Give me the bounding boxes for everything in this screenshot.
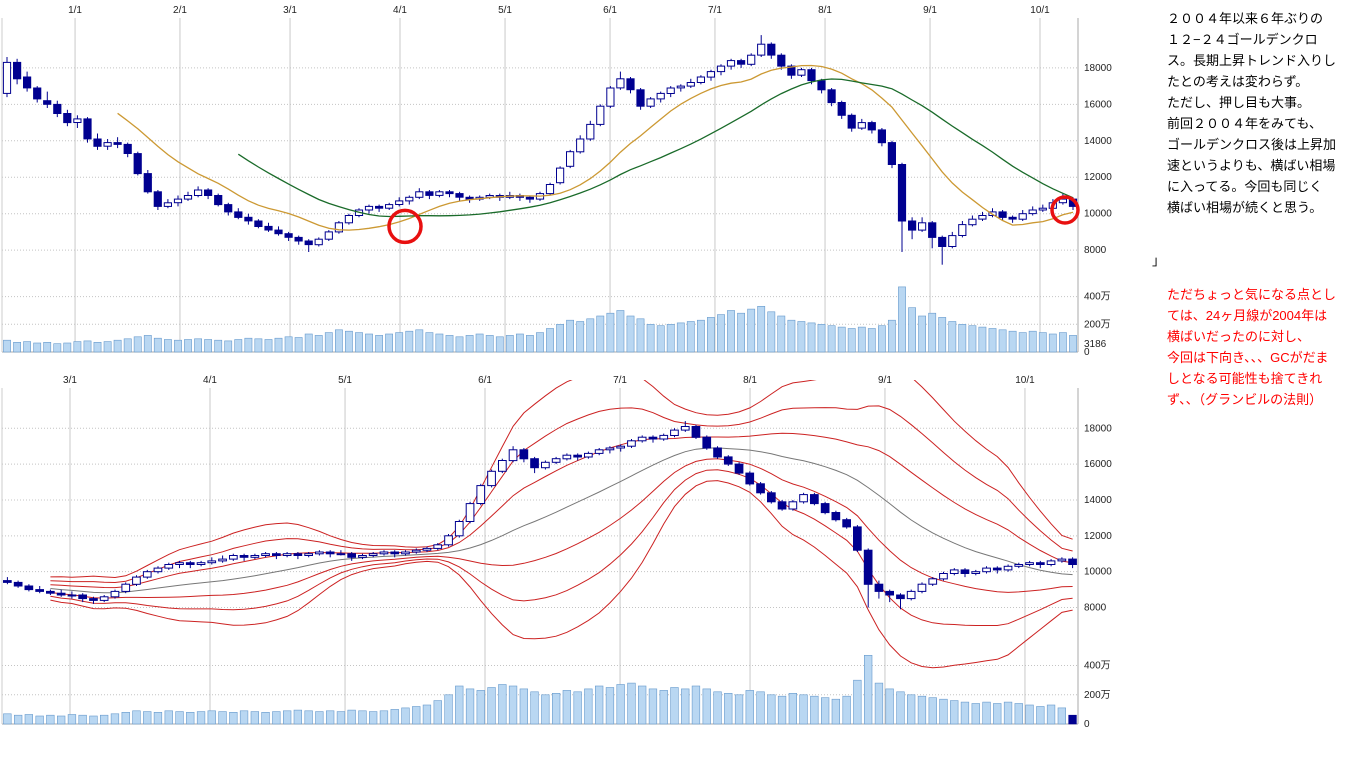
y-axis-label: 12000: [1084, 172, 1112, 183]
volume-axis-label: 0: [1084, 347, 1090, 358]
grid: 3/1 4/1 5/1 6/1 7/1 8/1 9/1 10/1 18000 16000 14000…: [1, 375, 1112, 730]
x-axis-label: 3/1: [63, 375, 77, 386]
candlestick-chart-with-bollinger-bands: 3/1 4/1 5/1 6/1 7/1 8/1 9/1 10/1 18000 16000 14000…: [0, 372, 1160, 732]
text-line: ２００４年以来６年ぶりの: [1167, 11, 1324, 26]
golden-cross-circle-annotation: [1050, 195, 1080, 225]
text-line: 横ばいだったのに対し、: [1167, 329, 1311, 344]
x-axis-label: 8/1: [818, 5, 832, 16]
y-axis-label: 8000: [1084, 603, 1107, 614]
y-axis-label: 16000: [1084, 99, 1112, 110]
y-axis-label: 14000: [1084, 136, 1112, 147]
12-period-line: [117, 64, 1074, 231]
grid: 1/1 2/1 3/1 4/1 5/1 6/1 7/1 8/1 9/1 10/1 18000 1600…: [1, 5, 1112, 358]
text-line: ゴールデンクロス後は上昇加: [1167, 137, 1337, 152]
text-line: 横ばい相場が続くと思う。: [1167, 200, 1323, 215]
text-line: ス。長期上昇トレンド入りし: [1167, 53, 1337, 68]
candlesticks: [3, 421, 1077, 610]
x-axis-label: 4/1: [203, 375, 217, 386]
volume-axis-label: 400万: [1084, 661, 1111, 672]
bollinger-center-line: [50, 447, 1073, 594]
text-line: ただし、押し目も大事。: [1167, 95, 1311, 110]
commentary-panel: ２００４年以来６年ぶりの １２−２４ゴールデンクロス。長期上昇トレンド入りし たとの…: [1167, 8, 1363, 410]
monthly-candlestick-chart-with-golden-cross: 1/1 2/1 3/1 4/1 5/1 6/1 7/1 8/1 9/1 10/1 18000 1600…: [0, 0, 1160, 364]
candlesticks: [2, 35, 1078, 265]
x-axis-label: 7/1: [613, 375, 627, 386]
text-line: 速というよりも、横ばい相場: [1167, 158, 1336, 173]
x-axis-label: 2/1: [173, 5, 187, 16]
x-axis-label: 5/1: [338, 375, 352, 386]
golden-cross-circle-annotation: [387, 208, 423, 245]
x-axis-label: 4/1: [393, 5, 407, 16]
text-line: 前回２００４年をみても、: [1167, 116, 1322, 131]
y-axis-label: 10000: [1084, 209, 1112, 220]
x-axis-label: 7/1: [708, 5, 722, 16]
volume-bars: [3, 654, 1077, 725]
x-axis-label: 10/1: [1015, 375, 1035, 386]
volume-axis-label: 200万: [1084, 690, 1111, 701]
x-axis-label: 5/1: [498, 5, 512, 16]
y-axis-label: 8000: [1084, 245, 1107, 256]
commentary-main-text: ２００４年以来６年ぶりの １２−２４ゴールデンクロス。長期上昇トレンド入りし たとの…: [1167, 8, 1363, 218]
text-line: 今回は下向き、、、GCがだま: [1167, 350, 1329, 365]
y-axis-label: 14000: [1084, 495, 1112, 506]
volume-axis-label: 200万: [1084, 319, 1111, 330]
x-axis-label: 6/1: [603, 5, 617, 16]
plot-area: [3, 380, 1077, 669]
volume-axis-label: 0: [1084, 719, 1090, 730]
text-line: に入ってる。今回も同じく: [1167, 179, 1323, 194]
stray-bracket: 」: [1152, 253, 1166, 268]
plot-area: [2, 35, 1078, 265]
commentary-warning-text: ただちょっと気になる点とし ては、24ヶ月線が2004年は 横ばいだったのに対し、今…: [1167, 284, 1363, 410]
x-axis-label: 10/1: [1030, 5, 1050, 16]
y-axis-label: 12000: [1084, 531, 1112, 542]
volume-axis-label: 400万: [1084, 292, 1111, 303]
x-axis-label: 6/1: [478, 375, 492, 386]
text-line: ては、24ヶ月線が2004年は: [1167, 308, 1328, 323]
text-line: １２−２４ゴールデンクロ: [1167, 32, 1318, 47]
x-axis-label: 3/1: [283, 5, 297, 16]
y-axis-label: 10000: [1084, 567, 1112, 578]
y-axis-label: 18000: [1084, 63, 1112, 74]
text-line: しとなる可能性も捨てきれ: [1167, 371, 1323, 386]
volume-bars: [3, 286, 1077, 353]
y-axis-label: 16000: [1084, 459, 1112, 470]
text-line: ただちょっと気になる点とし: [1167, 287, 1337, 302]
x-axis-label: 9/1: [923, 5, 937, 16]
bollinger-bands: [50, 380, 1073, 669]
latest-volume-readout: 3186: [1084, 339, 1107, 350]
x-axis-label: 9/1: [878, 375, 892, 386]
text-line: たとの考えは変わらず。: [1167, 74, 1309, 89]
y-axis-label: 18000: [1084, 423, 1112, 434]
x-axis-label: 1/1: [68, 5, 82, 16]
24-period-line: [237, 78, 1074, 218]
text-line: ず、、（グランビルの法則）: [1167, 392, 1323, 407]
x-axis-label: 8/1: [743, 375, 757, 386]
